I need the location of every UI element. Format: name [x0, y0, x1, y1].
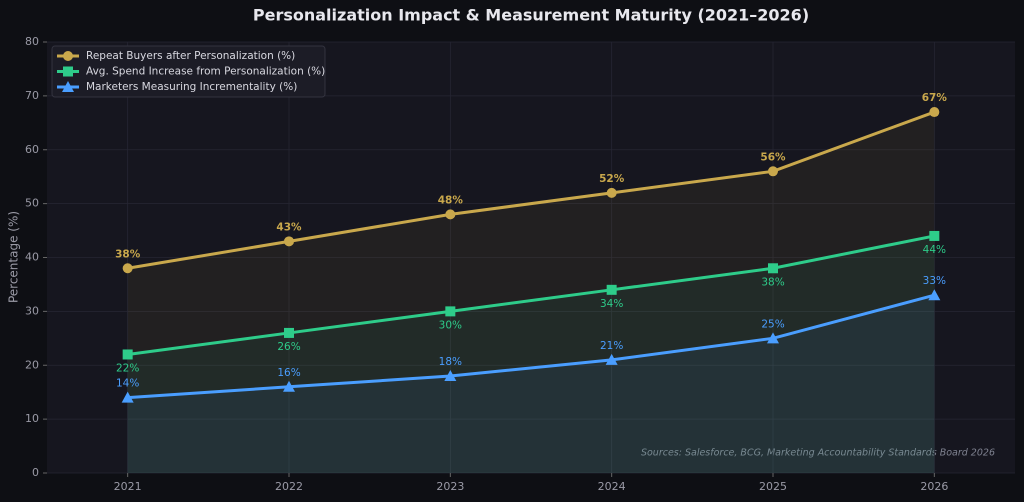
x-tick-label: 2021 [114, 480, 142, 493]
y-axis-label: Percentage (%) [7, 211, 21, 303]
data-label: 44% [923, 244, 946, 256]
x-tick-label: 2023 [436, 480, 464, 493]
marker [929, 107, 940, 118]
marker [767, 332, 779, 344]
data-label: 14% [116, 378, 139, 390]
data-label: 48% [438, 194, 464, 206]
legend-label: Marketers Measuring Incrementality (%) [86, 81, 297, 93]
legend-marker [63, 66, 73, 77]
data-label: 16% [277, 367, 300, 379]
legend-marker [62, 81, 74, 92]
marker [768, 166, 778, 177]
marker [284, 236, 294, 247]
data-label: 67% [922, 92, 948, 104]
marker [284, 327, 294, 338]
y-tick-label: 30 [25, 304, 39, 317]
marker [444, 370, 457, 382]
marker [445, 209, 456, 220]
chart-title: Personalization Impact & Measurement Mat… [253, 6, 809, 25]
y-tick-label: 50 [25, 197, 39, 210]
legend-marker [63, 51, 73, 61]
data-label: 30% [439, 319, 462, 331]
line [127, 293, 935, 400]
y-tick-label: 70 [25, 89, 39, 102]
y-tick-label: 60 [25, 143, 39, 156]
legend-label: Repeat Buyers after Personalization (%) [86, 50, 295, 62]
data-label: 43% [276, 221, 302, 233]
legend-box [51, 45, 326, 98]
legend-label: Avg. Spend Increase from Personalization… [86, 66, 325, 78]
x-tick-label: 2022 [275, 480, 303, 493]
marker [605, 353, 618, 365]
y-tick-label: 80 [25, 35, 39, 48]
data-label: 18% [439, 356, 462, 368]
x-tick-label: 2024 [598, 480, 626, 493]
data-label: 33% [923, 275, 946, 287]
annotation: Sources: Salesforce, BCG, Marketing Acco… [641, 448, 995, 459]
data-label: 22% [116, 362, 139, 374]
marker [768, 263, 778, 274]
marker [445, 306, 456, 317]
data-label: 56% [760, 151, 786, 163]
legend: Repeat Buyers after Personalization (%) A… [51, 45, 326, 98]
data-label: 21% [600, 340, 623, 352]
line [127, 110, 935, 270]
data-label: 26% [277, 341, 300, 353]
marker [122, 263, 133, 274]
marker [283, 380, 295, 392]
marker [606, 284, 617, 295]
data-label: 38% [761, 276, 784, 288]
marker [122, 349, 133, 360]
line [127, 234, 935, 356]
marker [928, 289, 941, 301]
data-label: 38% [115, 248, 141, 260]
data-label: 34% [600, 298, 623, 310]
marker [121, 391, 134, 403]
x-tick-label: 2025 [759, 480, 787, 493]
y-tick-label: 10 [25, 412, 39, 425]
area-fill [127, 295, 935, 473]
y-tick-label: 40 [25, 251, 39, 264]
y-tick-label: 0 [32, 466, 39, 479]
x-tick-label: 2026 [920, 480, 948, 493]
data-label: 52% [599, 173, 625, 185]
data-label: 25% [761, 318, 784, 330]
marker [606, 187, 617, 198]
marker [929, 230, 940, 241]
y-tick-label: 20 [25, 358, 39, 371]
area-fill [127, 235, 935, 473]
